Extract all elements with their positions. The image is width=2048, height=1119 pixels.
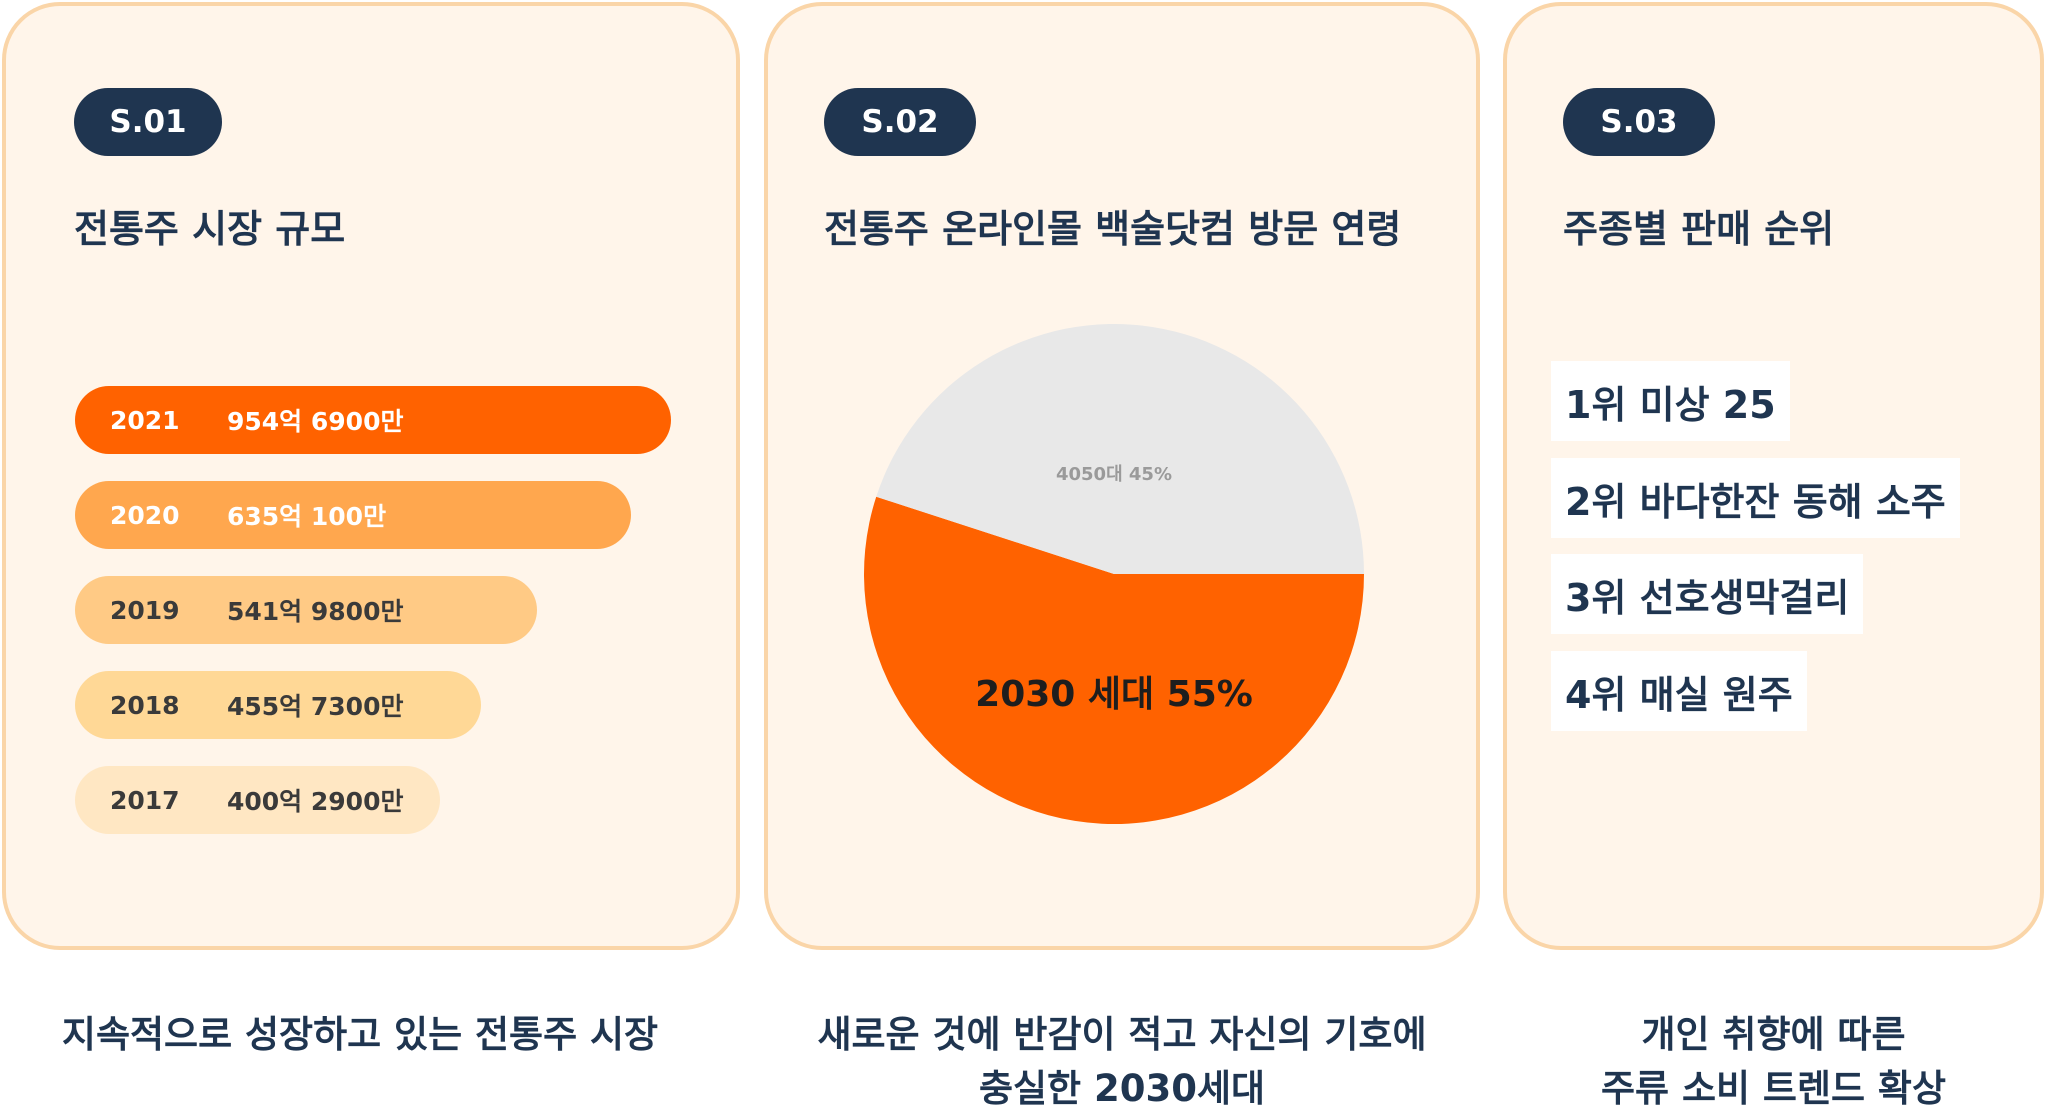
section-badge-s03: S.03: [1563, 88, 1715, 156]
bar-value: 541억 9800만: [227, 597, 404, 626]
bar-value: 635억 100만: [227, 502, 387, 531]
caption-line: 충실한 2030세대: [978, 1067, 1266, 1110]
bar-value: 400억 2900만: [227, 787, 404, 816]
caption-line: 새로운 것에 반감이 적고 자신의 기호에: [817, 1013, 1427, 1056]
sales-ranking-card: S.03 주종별 판매 순위 1위 미상 25 2위 바다한잔 동해 소주 3위…: [1503, 2, 2044, 950]
ranking-item-2: 2위 바다한잔 동해 소주: [1551, 458, 1960, 538]
bar-year: 2018: [110, 690, 180, 720]
market-size-card: S.01 전통주 시장 규모 2021 954억 6900만 2020 635억…: [2, 2, 740, 950]
bar-year: 2021: [110, 405, 180, 435]
slice-label-4050: 4050대 45%: [1056, 464, 1172, 485]
bar-2018: 2018 455억 7300만: [75, 671, 481, 739]
caption-consumption-trend: 개인 취향에 따른 주류 소비 트렌드 확상: [1503, 1008, 2044, 1116]
visitor-age-title: 전통주 온라인몰 백술닷컴 방문 연령: [824, 207, 1402, 251]
bar-value: 954억 6900만: [227, 407, 404, 436]
bar-year: 2019: [110, 595, 180, 625]
caption-market-growth: 지속적으로 성장하고 있는 전통주 시장: [0, 1008, 720, 1062]
bar-2017: 2017 400억 2900만: [75, 766, 440, 834]
caption-line: 개인 취향에 따른: [1641, 1013, 1906, 1056]
section-badge-s02: S.02: [824, 88, 976, 156]
bar-2021: 2021 954억 6900만: [75, 386, 671, 454]
bar-year: 2017: [110, 785, 180, 815]
market-size-title: 전통주 시장 규모: [74, 207, 346, 251]
bar-year: 2020: [110, 500, 180, 530]
bar-value: 455억 7300만: [227, 692, 404, 721]
caption-line: 지속적으로 성장하고 있는 전통주 시장: [61, 1013, 659, 1056]
ranking-item-3: 3위 선호생막걸리: [1551, 554, 1864, 634]
visitor-age-card: S.02 전통주 온라인몰 백술닷컴 방문 연령 2030 세대 55% 405…: [764, 2, 1480, 950]
sales-ranking-title: 주종별 판매 순위: [1563, 207, 1835, 251]
section-badge-s01: S.01: [74, 88, 222, 156]
ranking-item-1: 1위 미상 25: [1551, 361, 1790, 441]
pie-slice-0: [864, 496, 1364, 824]
caption-line: 주류 소비 트렌드 확상: [1600, 1067, 1946, 1110]
bar-2019: 2019 541억 9800만: [75, 576, 537, 644]
pie-slice-1: [876, 323, 1364, 574]
age-pie-chart: 2030 세대 55% 4050대 45%: [864, 323, 1364, 824]
bar-2020: 2020 635억 100만: [75, 481, 631, 549]
slice-label-2030: 2030 세대 55%: [975, 674, 1253, 715]
ranking-item-4: 4위 매실 원주: [1551, 651, 1807, 731]
caption-2030-generation: 새로운 것에 반감이 적고 자신의 기호에 충실한 2030세대: [764, 1008, 1480, 1116]
